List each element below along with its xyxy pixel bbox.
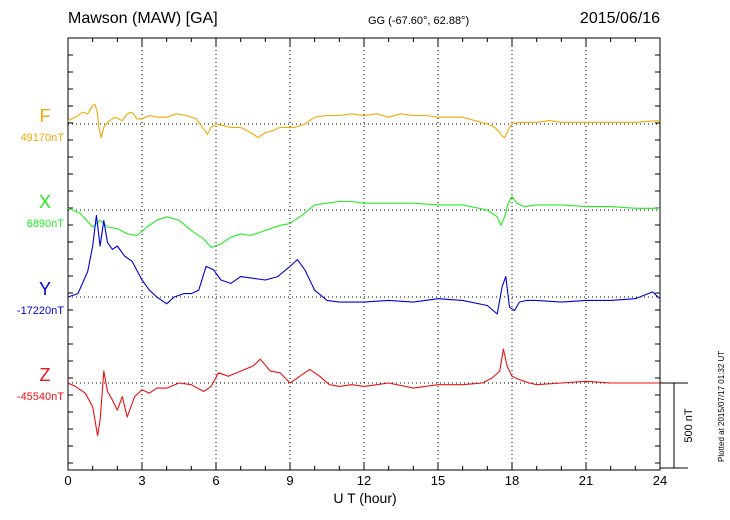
- x-tick-label: 15: [431, 473, 445, 488]
- x-tick-label: 3: [138, 473, 145, 488]
- x-tick-label: 12: [357, 473, 371, 488]
- series-name-y: Y: [39, 279, 51, 299]
- scale-bar: 500 nT: [660, 382, 695, 469]
- series-name-z: Z: [40, 365, 51, 385]
- series-group: [67, 103, 661, 437]
- series-line-f: [67, 103, 661, 139]
- plot-date: 2015/06/16: [579, 10, 660, 27]
- series-baseline-z: -45540nT: [17, 391, 64, 403]
- scale-bar-label: 500 nT: [683, 408, 695, 443]
- series-line-y: [67, 214, 661, 315]
- station-title: Mawson (MAW) [GA]: [68, 10, 218, 27]
- x-tick-label: 6: [212, 473, 219, 488]
- x-tick-label: 0: [64, 473, 71, 488]
- x-tick-label: 24: [653, 473, 667, 488]
- geographic-coordinates: GG (-67.60°, 62.88°): [368, 15, 470, 27]
- series-baseline-y: -17220nT: [17, 305, 64, 317]
- x-tick-label: 9: [286, 473, 293, 488]
- x-axis-label: U T (hour): [333, 490, 396, 506]
- grid-lines: [68, 38, 660, 470]
- series-line-z: [67, 348, 660, 437]
- series-name-f: F: [40, 106, 51, 126]
- axis-ticks: 0 3 6 9 12 15 18 21 24: [64, 37, 667, 488]
- x-tick-label: 21: [579, 473, 593, 488]
- series-baseline-f: 49170nT: [21, 132, 65, 144]
- series-line-x: [67, 195, 660, 248]
- x-tick-label: 18: [505, 473, 519, 488]
- series-labels: F 49170nT X 6890nT Y -17220nT Z -45540nT: [17, 106, 64, 403]
- series-baseline-x: 6890nT: [27, 218, 65, 230]
- plotted-timestamp: Plotted at 2015/07/17 01:32 UT: [717, 350, 726, 462]
- series-name-x: X: [39, 192, 51, 212]
